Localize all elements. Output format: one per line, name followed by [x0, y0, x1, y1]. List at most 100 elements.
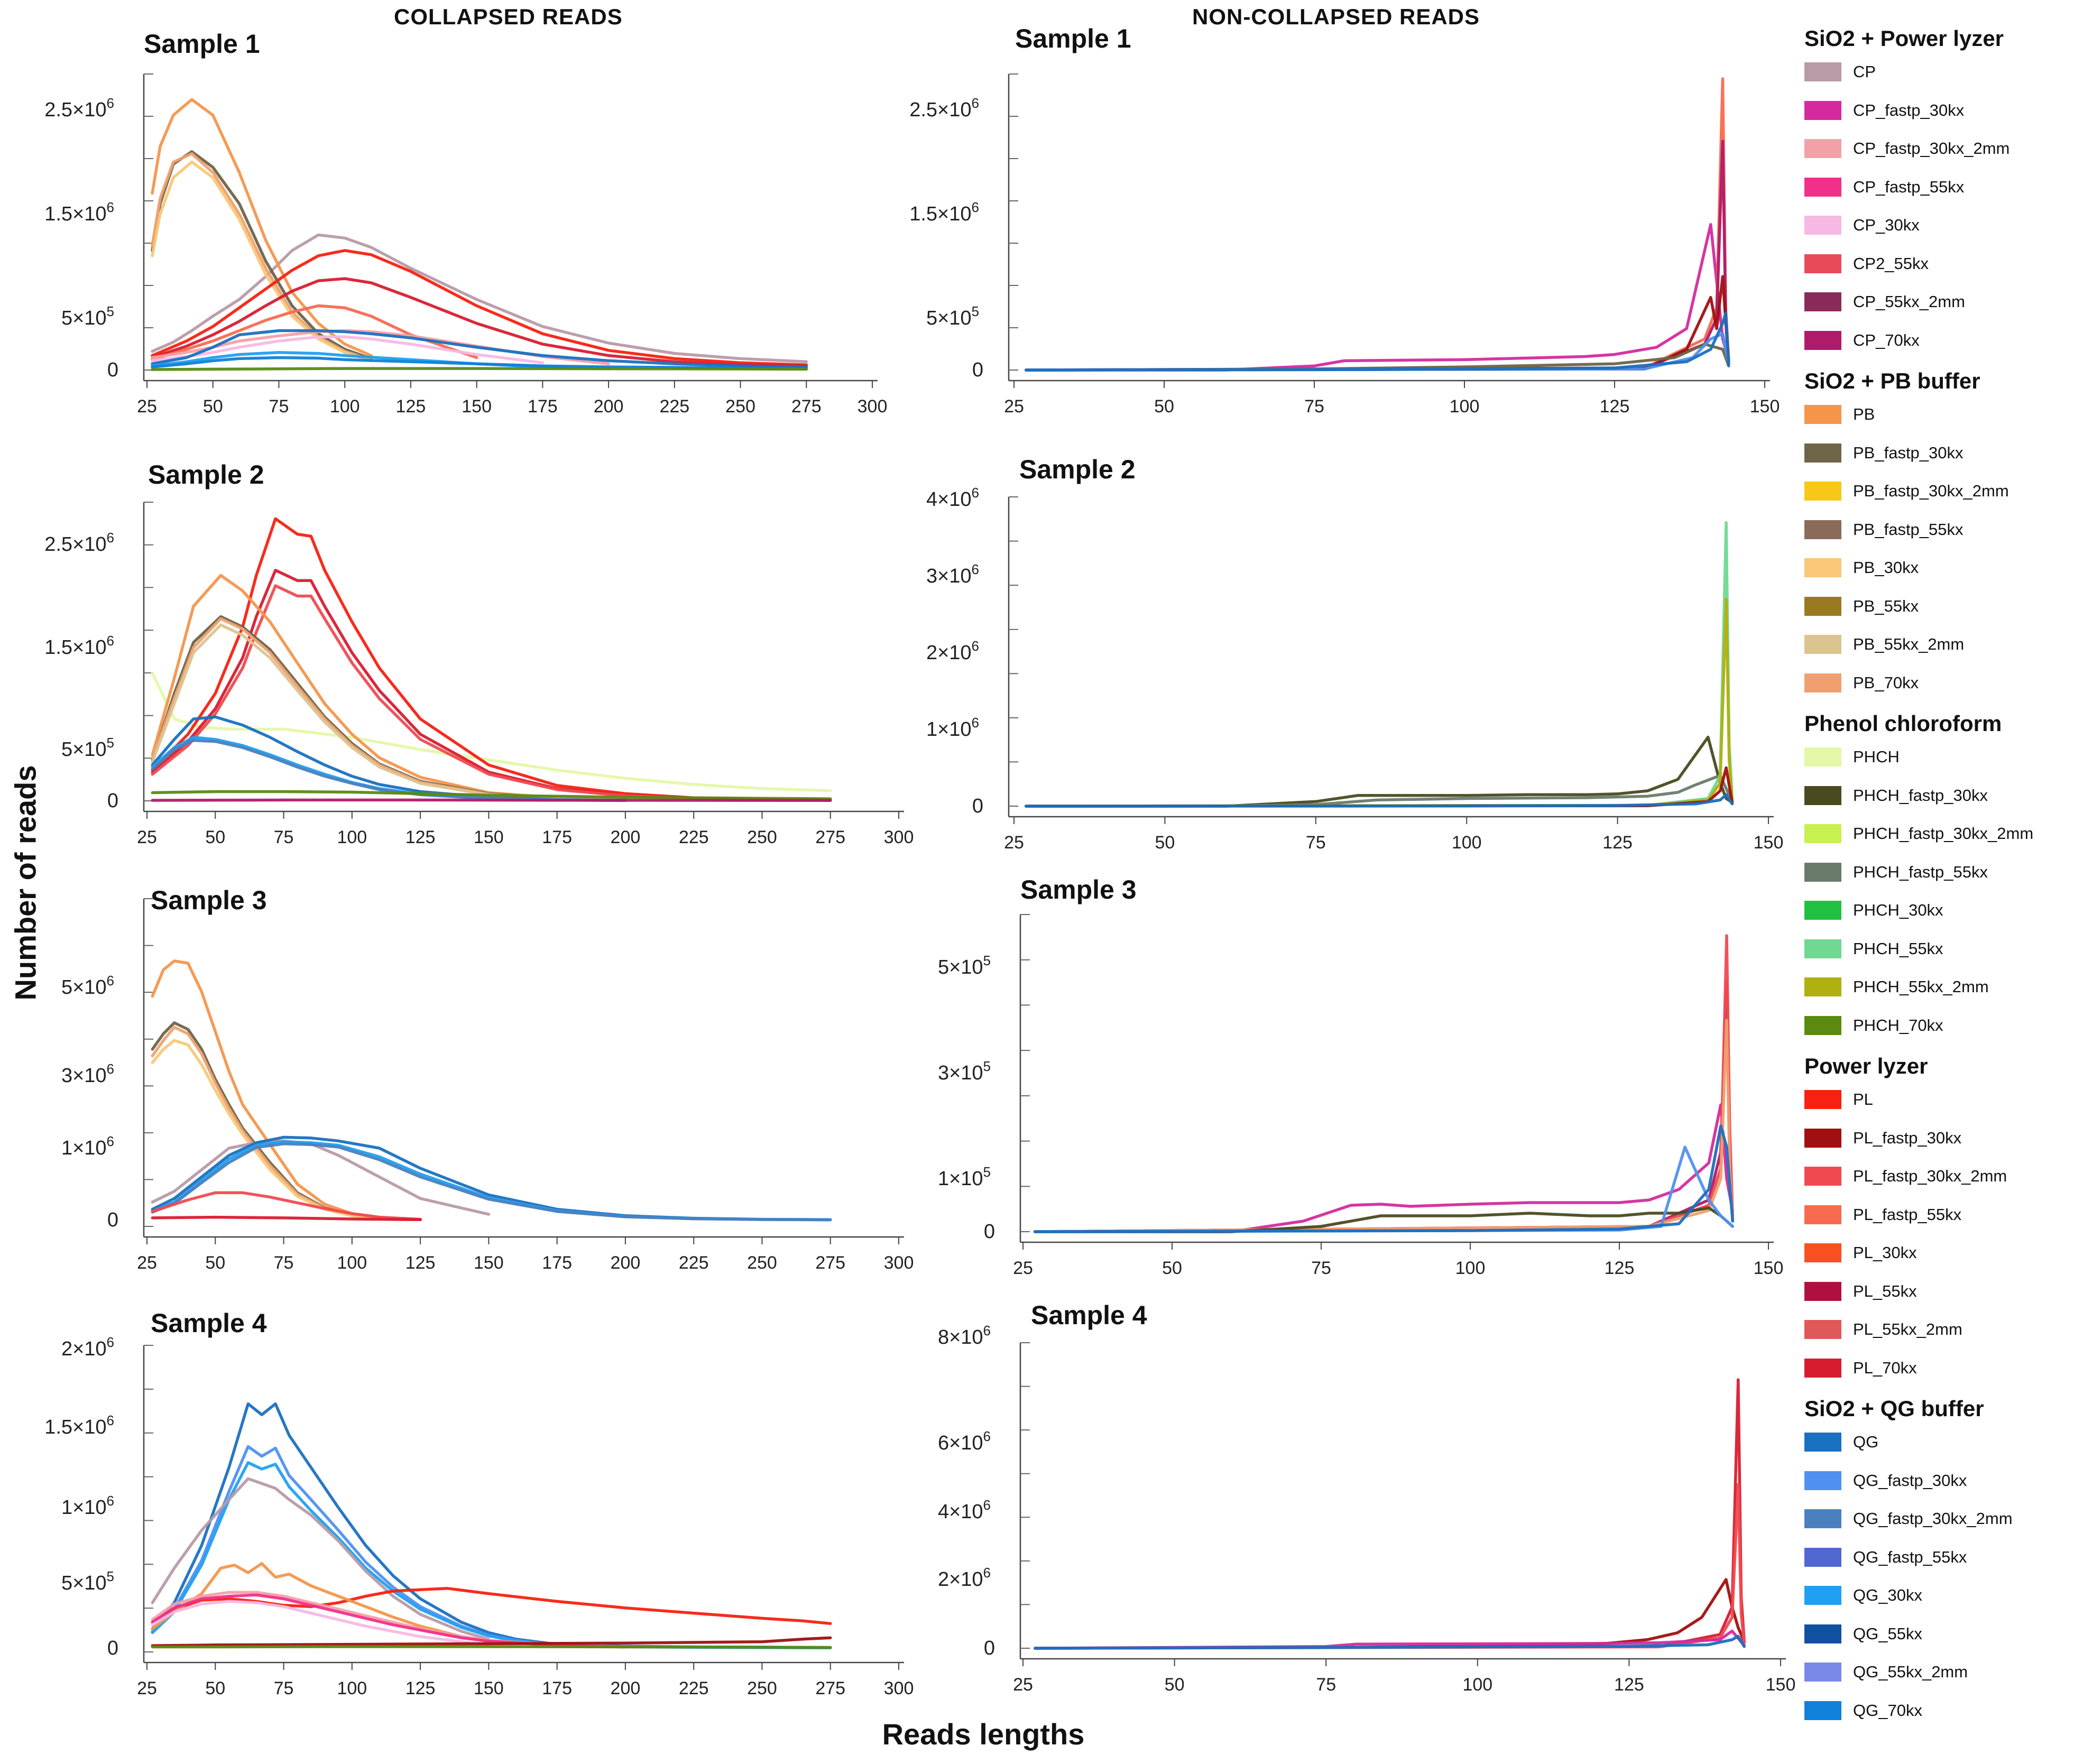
x-tick-label: 250: [747, 1678, 777, 1698]
y-tick-label: 0: [107, 359, 118, 381]
legend-group-title: SiO2 + PB buffer: [1804, 368, 1980, 393]
x-tick-label: 75: [274, 827, 294, 847]
legend-item: QG_fastp_30kx: [1800, 1471, 2070, 1510]
legend: SiO2 + Power lyzer CP CP_fastp_30kx CP_fast…: [1800, 26, 2070, 1739]
x-tick-label: 200: [594, 396, 624, 417]
legend-item: PL_30kx: [1800, 1243, 2070, 1282]
y-tick-label: 5×105: [61, 735, 114, 761]
x-tick-label: 25: [1004, 833, 1024, 853]
legend-label: CP_fastp_55kx: [1853, 177, 1965, 196]
legend-swatch: [1804, 977, 1841, 996]
legend-swatch: [1804, 1090, 1841, 1109]
x-tick-label: 200: [611, 1678, 641, 1698]
legend-item: QG_70kx: [1800, 1701, 2070, 1740]
series-line: [151, 1191, 422, 1221]
legend-swatch: [1804, 443, 1841, 463]
y-tick-label: 2.5×106: [909, 95, 979, 121]
x-tick-label: 125: [1614, 1675, 1644, 1695]
series-line: [1024, 77, 1730, 372]
y-tick-label: 3×106: [926, 561, 979, 587]
x-tick-label: 50: [203, 396, 223, 417]
legend-label: PB: [1853, 405, 1875, 423]
legend-label: PB_fastp_30kx_2mm: [1853, 482, 2009, 500]
legend-swatch: [1804, 1663, 1841, 1682]
legend-item: CP_70kx: [1800, 330, 2070, 370]
x-tick-label: 50: [205, 1678, 225, 1698]
chart-panel: Sample 4 25 50 75 100 125 150 0 2×106 4×106 6×106 8…: [938, 1300, 1795, 1695]
legend-item: QG_55kx: [1800, 1624, 2070, 1663]
legend-swatch: [1804, 1433, 1841, 1452]
non-collapsed-reads-header: NON-COLLAPSED READS: [1192, 4, 1480, 29]
x-axis-title: Reads lengths: [882, 1717, 1085, 1751]
x-tick-label: 125: [1600, 396, 1630, 417]
legend-label: CP_30kx: [1853, 216, 1920, 234]
series-line: [1034, 1483, 1746, 1650]
x-tick-label: 100: [330, 396, 360, 417]
legend-item: PB_fastp_55kx: [1800, 520, 2070, 559]
series-line: [1033, 1124, 1735, 1233]
series-line: [151, 277, 808, 367]
legend-swatch: [1804, 1624, 1841, 1643]
legend-label: PB_70kx: [1853, 673, 1919, 692]
y-tick-label: 1.5×106: [44, 633, 114, 659]
x-tick-label: 100: [1452, 833, 1482, 853]
x-tick-label: 100: [1450, 396, 1480, 417]
x-tick-label: 50: [205, 827, 225, 847]
x-tick-label: 250: [725, 396, 755, 417]
y-tick-label: 0: [107, 790, 118, 812]
collapsed-reads-header: COLLAPSED READS: [394, 4, 623, 29]
legend-label: PHCH_fastp_55kx: [1853, 862, 1988, 881]
legend-swatch: [1804, 330, 1841, 350]
legend-item: CP2_55kx: [1800, 254, 2070, 293]
legend-swatch: [1804, 520, 1841, 539]
x-tick-label: 225: [679, 827, 709, 847]
y-tick-label: 2×106: [926, 638, 979, 664]
legend-label: PL_fastp_55kx: [1853, 1205, 1962, 1224]
series-line: [151, 584, 832, 802]
legend-label: PB_55kx: [1853, 596, 1919, 615]
legend-label: PHCH_30kx: [1853, 901, 1943, 919]
x-tick-label: 200: [611, 827, 641, 847]
chart-panel: Sample 3 25 50 75 100 125 150 0 1×105 3×105 5×105: [938, 875, 1783, 1278]
legend-label: CP_fastp_30kx_2mm: [1853, 139, 2010, 158]
legend-label: QG: [1853, 1433, 1879, 1451]
legend-swatch: [1804, 1358, 1841, 1378]
legend-label: PL: [1853, 1090, 1873, 1109]
y-tick-label: 2×106: [61, 1334, 114, 1360]
legend-item: PHCH_fastp_30kx: [1800, 786, 2070, 825]
panel-title: Sample 4: [1031, 1300, 1147, 1330]
series-line: [151, 150, 373, 361]
x-tick-label: 225: [659, 396, 689, 417]
x-tick-label: 25: [137, 396, 157, 417]
legend-label: PB_55kx_2mm: [1853, 635, 1965, 653]
legend-swatch: [1804, 862, 1841, 882]
legend-label: CP_70kx: [1853, 330, 1920, 349]
x-tick-label: 50: [1165, 1675, 1185, 1695]
legend-item: PHCH_55kx_2mm: [1800, 977, 2070, 1016]
legend-label: PHCH: [1853, 747, 1900, 766]
x-tick-label: 50: [205, 1253, 225, 1273]
x-tick-label: 100: [337, 827, 367, 847]
panel-title: Sample 3: [151, 885, 267, 915]
legend-label: PL_70kx: [1853, 1358, 1917, 1377]
x-tick-label: 75: [274, 1253, 294, 1273]
series-line: [151, 574, 627, 801]
y-tick-label: 8×106: [938, 1323, 991, 1349]
series-line: [1033, 1146, 1735, 1233]
legend-swatch: [1804, 558, 1841, 577]
y-tick-label: 0: [984, 1221, 995, 1243]
x-tick-label: 75: [274, 1678, 294, 1698]
x-tick-label: 150: [1766, 1675, 1796, 1695]
legend-swatch: [1804, 1243, 1841, 1262]
series-line: [1024, 311, 1730, 372]
x-tick-label: 50: [1155, 833, 1175, 853]
x-tick-label: 175: [528, 396, 558, 417]
panel-title: Sample 3: [1020, 875, 1137, 904]
x-tick-label: 150: [1750, 396, 1780, 417]
series-line: [151, 335, 545, 365]
legend-swatch: [1804, 596, 1841, 616]
legend-label: CP_55kx_2mm: [1853, 292, 1965, 311]
legend-swatch: [1804, 939, 1841, 958]
y-tick-label: 0: [972, 359, 983, 381]
